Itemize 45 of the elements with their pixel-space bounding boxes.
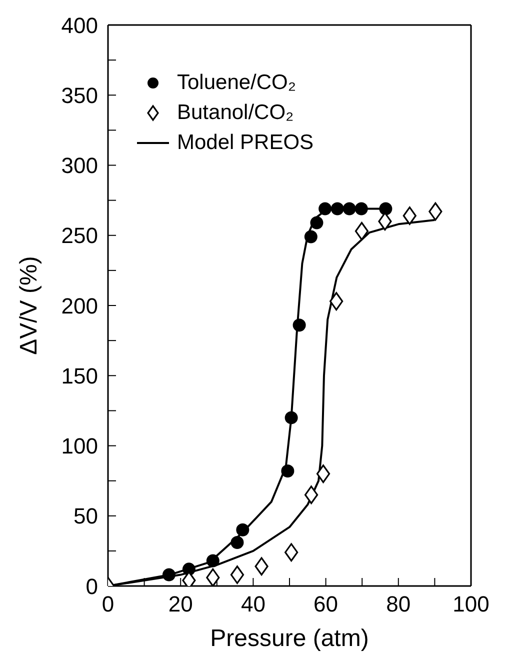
y-tick-label: 50	[74, 504, 98, 529]
point	[254, 557, 268, 576]
point	[284, 411, 298, 424]
x-tick-label: 100	[452, 592, 490, 617]
point	[342, 202, 356, 216]
point	[304, 486, 318, 504]
point	[379, 202, 392, 216]
point	[330, 202, 344, 216]
point	[304, 230, 318, 244]
point	[402, 206, 416, 225]
point	[292, 318, 306, 332]
point	[281, 464, 294, 478]
point	[206, 554, 220, 568]
y-tick-label: 150	[61, 363, 98, 388]
point	[354, 202, 368, 216]
x-tick-label: 0	[102, 592, 114, 617]
point	[206, 568, 220, 586]
y-tick-label: 400	[61, 12, 98, 38]
y-tick-label: 200	[61, 293, 98, 318]
x-tick-label: 60	[314, 592, 338, 617]
y-tick-label: 300	[61, 153, 98, 178]
legend-label: Butanol/CO₂	[177, 100, 294, 126]
y-tick-label: 0	[86, 574, 98, 599]
y-tick-label: 100	[61, 434, 98, 459]
x-tick-label: 40	[240, 592, 266, 617]
point	[318, 202, 332, 216]
y-axis-title: ΔV/V (%)	[16, 256, 43, 355]
x-tick-label: 80	[386, 592, 411, 617]
point	[428, 202, 442, 221]
point	[378, 212, 392, 231]
point	[316, 464, 330, 483]
legend-label: Toluene/CO₂	[177, 70, 296, 96]
point	[230, 566, 244, 584]
point	[162, 568, 176, 582]
legend-label: Model PREOS	[177, 130, 314, 156]
x-tick-label: 20	[168, 592, 193, 617]
point	[310, 216, 324, 230]
point	[230, 536, 244, 550]
y-tick-label: 250	[61, 223, 98, 248]
point	[236, 523, 250, 536]
y-tick-label: 350	[61, 82, 98, 108]
point	[354, 222, 369, 240]
point	[284, 543, 298, 562]
point	[330, 292, 344, 310]
x-axis-title: Pressure (atm)	[210, 625, 369, 652]
